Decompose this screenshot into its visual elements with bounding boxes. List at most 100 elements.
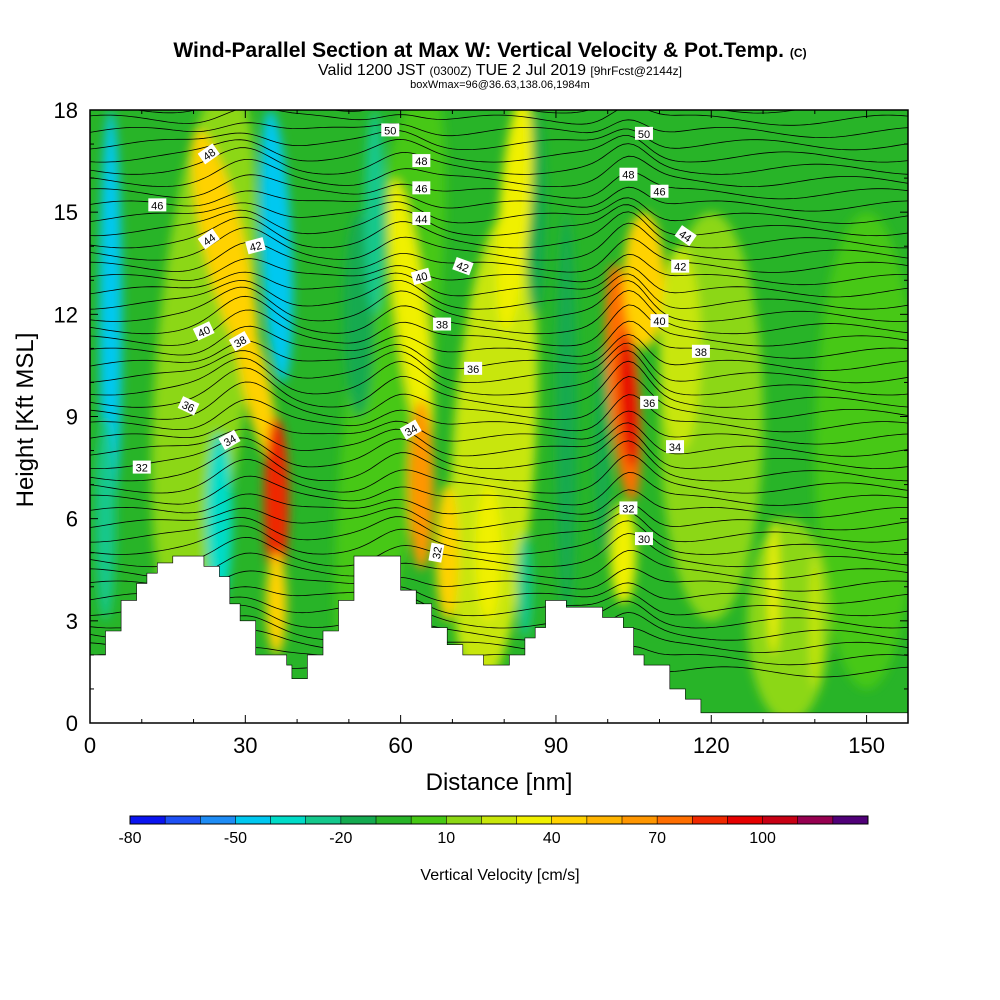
y-axis-label: Height [Kft MSL] [12, 333, 39, 508]
colorbar-swatch [657, 816, 693, 824]
contour-label-text: 46 [653, 187, 665, 199]
velocity-feature [610, 501, 637, 604]
contour-label-box [399, 419, 422, 440]
contour-label-text: 48 [622, 170, 634, 182]
contour-label-box [197, 228, 220, 250]
contour-label-box [192, 321, 215, 341]
contour-label-text: 38 [232, 334, 249, 351]
y-tick-label: 18 [54, 98, 78, 123]
contour-label-text: 44 [676, 228, 693, 245]
velocity-feature [594, 348, 611, 553]
colorbar-tick-label: -20 [329, 830, 352, 847]
colorbar-swatch [762, 816, 799, 824]
contour-label-text: 36 [643, 398, 655, 410]
theta-contour-line [90, 376, 908, 420]
contour-label: 34 [666, 440, 685, 454]
contour-label-text: 40 [414, 270, 429, 285]
contour-label-text: 48 [201, 147, 218, 164]
contour-label-box [412, 181, 431, 195]
theta-contour-line [90, 280, 908, 322]
theta-contour-line [90, 422, 908, 457]
contour-label-box [412, 154, 431, 168]
contour-label-text: 44 [415, 214, 427, 226]
colorbar-tick-label: 70 [648, 830, 666, 847]
velocity-feature [555, 212, 577, 621]
theta-contour-line [90, 135, 908, 163]
contour-label: 42 [671, 259, 690, 274]
colorbar-swatch [200, 816, 236, 824]
theta-contour-line [90, 253, 908, 286]
contour-label: 50 [634, 126, 653, 141]
theta-contour-line [90, 410, 908, 445]
contour-label-box [650, 314, 669, 328]
theta-contour-line [90, 119, 908, 139]
velocity-feature [99, 110, 123, 519]
colorbar-frame [129, 815, 869, 825]
contour-label-box [218, 429, 241, 451]
theta-contour-line [90, 440, 908, 482]
contour-label: 36 [640, 395, 659, 410]
contour-label: 40 [650, 314, 669, 328]
velocity-feature [334, 110, 446, 687]
contour-label-text: 42 [455, 260, 471, 275]
theta-contour-line [90, 342, 908, 384]
theta-contour-line [90, 155, 908, 187]
theta-contour-line [90, 197, 908, 224]
theta-contour-line [90, 320, 908, 359]
y-tick-label: 15 [54, 200, 78, 225]
colorbar-swatch [832, 816, 869, 824]
contour-label-text: 30 [638, 534, 650, 546]
colorbar-swatch [516, 816, 553, 824]
colorbar-swatch [340, 816, 377, 824]
theta-contour-line [90, 128, 908, 151]
theta-contour-line [90, 520, 908, 555]
x-tick-label: 90 [544, 733, 568, 758]
colorbar-title: Vertical Velocity [cm/s] [420, 867, 579, 884]
contour-label: 32 [428, 542, 445, 563]
contour-label-box [650, 184, 669, 198]
contour-label-text: 36 [467, 364, 479, 376]
contour-label: 40 [192, 321, 215, 341]
contour-label: 46 [148, 198, 167, 212]
theta-contours [90, 110, 908, 678]
plot-area: 50 50 48 48 48 46 46 46 44 44 44 42 42 42 40 40 40 38 38 38… [90, 110, 908, 723]
contour-label-box [464, 361, 483, 375]
theta-contour-line [90, 171, 908, 200]
chart-subtitle: Valid 1200 JST (0300Z) TUE 2 Jul 2019 [9… [318, 62, 682, 79]
contour-label-box [619, 167, 638, 181]
colorbar-tick-label: 40 [543, 830, 561, 847]
theta-contour-line [90, 489, 908, 518]
velocity-feature [95, 416, 116, 621]
contour-label-text: 46 [151, 200, 163, 212]
colorbar-swatch [586, 816, 623, 824]
contour-label: 42 [452, 256, 474, 276]
theta-contour-line [90, 454, 908, 494]
colorbar: -80 -50 -20 10 40 70 100 [118, 815, 869, 847]
contour-label-box [381, 123, 400, 137]
contour-label-text: 40 [196, 324, 212, 340]
contour-label-text: 34 [222, 433, 239, 450]
chart-boxmax-note: boxWmax=96@36.63,138.06,1984m [410, 79, 590, 91]
contour-label-text: 32 [136, 463, 148, 475]
colorbar-swatch [551, 816, 588, 824]
contour-label-text: 32 [431, 546, 445, 560]
x-tick-label: 60 [388, 733, 412, 758]
colorbar-tick-label: 10 [437, 830, 455, 847]
theta-contour-line [90, 360, 908, 408]
colorbar-swatch [235, 816, 271, 824]
contour-label-text: 34 [669, 442, 681, 454]
contour-label-text: 42 [248, 240, 263, 255]
theta-contour-line [90, 143, 908, 175]
contour-label-text: 50 [384, 125, 396, 137]
contour-label-text: 48 [415, 156, 427, 168]
contour-label-box [433, 317, 452, 331]
contour-label-box [674, 225, 697, 247]
x-tick-label: 30 [233, 733, 257, 758]
theta-contour-line [90, 211, 908, 249]
theta-contour-line [90, 222, 908, 261]
colorbar-swatch [270, 816, 307, 824]
contour-label-box [412, 211, 431, 225]
chart-title: Wind-Parallel Section at Max W: Vertical… [173, 39, 806, 62]
